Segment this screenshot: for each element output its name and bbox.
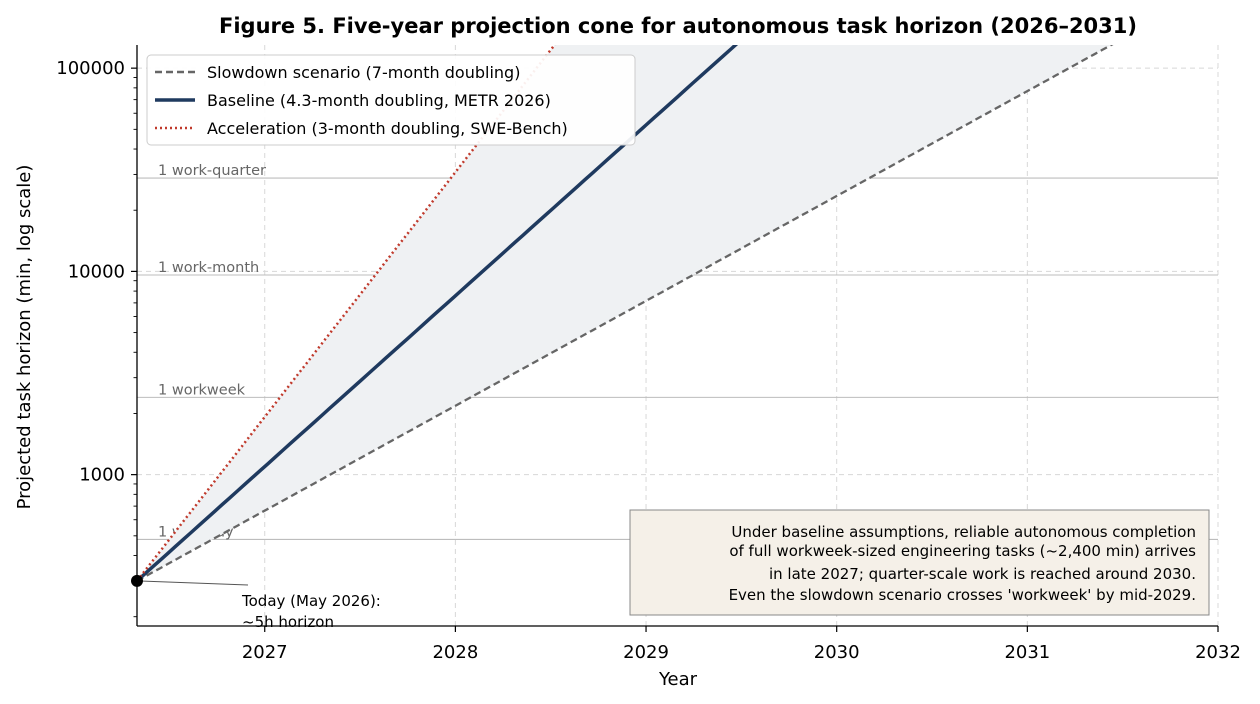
x-axis-label: Year bbox=[658, 669, 698, 690]
note-line-1: Under baseline assumptions, reliable aut… bbox=[731, 523, 1196, 541]
series-lines bbox=[137, 45, 1114, 583]
chart-title: Figure 5. Five-year projection cone for … bbox=[219, 14, 1137, 38]
today-point bbox=[131, 574, 143, 587]
legend-entry-acceleration: Acceleration (3-month doubling, SWE-Benc… bbox=[155, 119, 568, 138]
note-line-4: Even the slowdown scenario crosses 'work… bbox=[729, 586, 1196, 604]
y-tick-label: 100000 bbox=[56, 58, 125, 79]
reference-line-label: 1 workweek bbox=[158, 382, 246, 398]
note-box: Under baseline assumptions, reliable aut… bbox=[629, 509, 1210, 616]
legend: Slowdown scenario (7-month doubling) Bas… bbox=[146, 54, 636, 146]
annotation-pointer bbox=[136, 580, 249, 586]
y-axis-label: Projected task horizon (min, log scale) bbox=[14, 165, 35, 510]
note-background bbox=[629, 509, 1210, 616]
legend-entry-slowdown: Slowdown scenario (7-month doubling) bbox=[155, 63, 520, 82]
legend-box bbox=[146, 54, 636, 146]
annotation-line-2: ~5h horizon bbox=[242, 613, 334, 631]
series-line-0 bbox=[137, 45, 1114, 582]
x-ticks: 2027 2028 2029 2030 2031 2032 bbox=[242, 626, 1241, 663]
x-tick-label: 2030 bbox=[814, 642, 860, 663]
y-tick-label: 10000 bbox=[68, 261, 125, 282]
x-tick-label: 2029 bbox=[623, 642, 669, 663]
x-tick-label: 2027 bbox=[242, 642, 288, 663]
x-tick-label: 2031 bbox=[1004, 642, 1050, 663]
today-annotation: Today (May 2026): ~5h horizon bbox=[131, 574, 381, 631]
note-line-3: in late 2027; quarter-scale work is reac… bbox=[769, 565, 1196, 583]
legend-label-acceleration: Acceleration (3-month doubling, SWE-Benc… bbox=[207, 119, 568, 138]
series-line-1 bbox=[137, 45, 739, 583]
reference-line-label: 1 work-month bbox=[158, 260, 259, 276]
legend-entry-baseline: Baseline (4.3-month doubling, METR 2026) bbox=[155, 91, 551, 110]
x-tick-label: 2028 bbox=[432, 642, 478, 663]
legend-label-baseline: Baseline (4.3-month doubling, METR 2026) bbox=[207, 91, 551, 110]
y-ticks: 1000 10000 100000 bbox=[56, 58, 137, 618]
y-tick-label: 1000 bbox=[79, 465, 125, 486]
axes bbox=[136, 45, 1218, 627]
x-tick-label: 2032 bbox=[1195, 642, 1241, 663]
note-line-2: of full workweek-sized engineering tasks… bbox=[729, 542, 1196, 560]
annotation-line-1: Today (May 2026): bbox=[241, 592, 381, 610]
reference-line-label: 1 work-quarter bbox=[158, 163, 266, 179]
legend-label-slowdown: Slowdown scenario (7-month doubling) bbox=[207, 63, 520, 82]
